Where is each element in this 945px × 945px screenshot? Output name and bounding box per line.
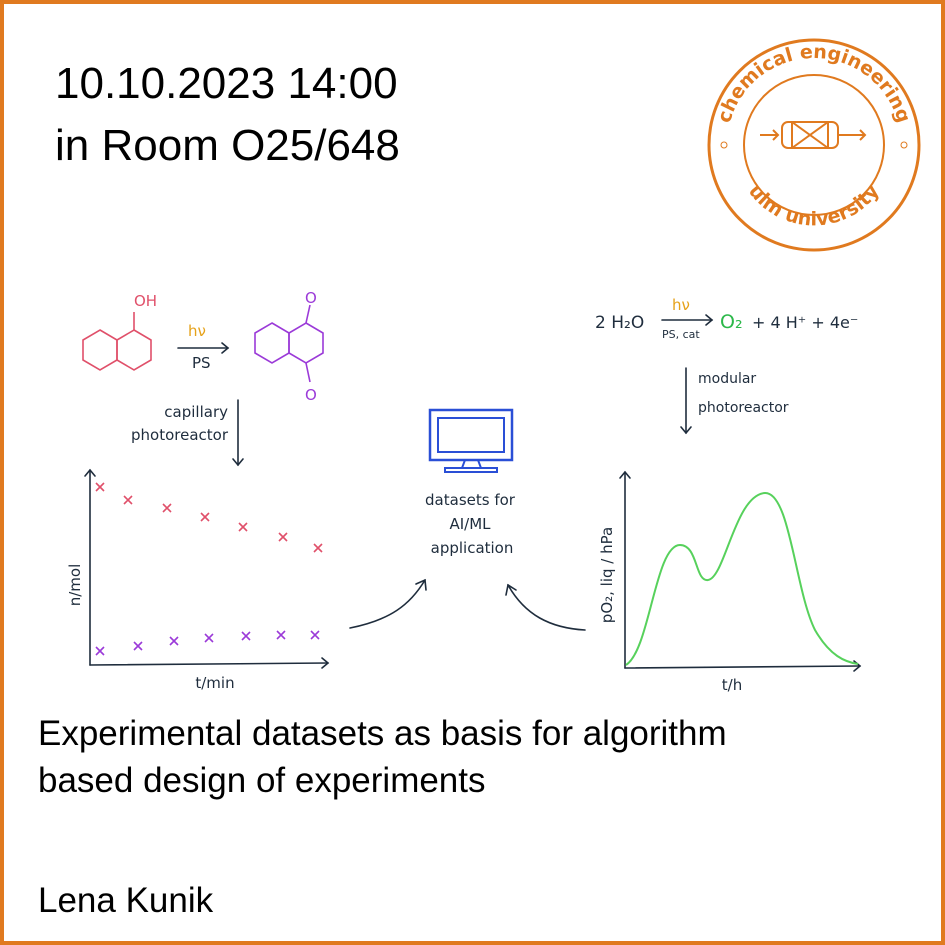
y-label-right: pO₂, liq / hPa: [598, 527, 616, 623]
conditions: PS, cat: [662, 328, 700, 341]
center-2: AI/ML: [449, 515, 491, 533]
right-scheme: 2 H₂O hν PS, cat O₂ + 4 H⁺ + 4e⁻ modular…: [595, 296, 858, 435]
reactant: 2 H₂O: [595, 313, 644, 333]
left-scheme: OH hν PS O O capillary photoreactor: [82, 289, 324, 467]
talk-title-1: Experimental datasets as basis for algor…: [38, 714, 727, 753]
speaker: Lena Kunik: [38, 881, 214, 920]
ps: PS: [192, 354, 211, 372]
byproducts: + 4 H⁺ + 4e⁻: [752, 313, 858, 332]
curve: [625, 491, 859, 666]
reactor-1: capillary: [164, 403, 228, 421]
reactor-r1: modular: [698, 371, 756, 387]
center-1: datasets for: [425, 491, 516, 509]
oh: OH: [134, 292, 157, 310]
x-label-right: t/h: [722, 676, 742, 694]
reactor-r2: photoreactor: [698, 400, 789, 416]
o-bottom: O: [305, 386, 317, 404]
date: 10.10.2023 14:00: [55, 59, 398, 108]
talk-title-2: based design of experiments: [38, 761, 486, 800]
x-label: t/min: [195, 674, 234, 692]
right-plot: pO₂, liq / hPa t/h: [598, 470, 862, 694]
center-3: application: [431, 539, 514, 557]
center: datasets for AI/ML application: [349, 408, 586, 631]
o-top: O: [305, 289, 317, 307]
reactor-2: photoreactor: [131, 426, 229, 444]
y-label: n/mol: [66, 564, 84, 607]
hv: hν: [188, 322, 206, 340]
hv-right: hν: [672, 296, 690, 314]
room: in Room O25/648: [55, 121, 400, 170]
product: O₂: [720, 311, 743, 333]
left-plot: n/mol t/min: [66, 468, 330, 692]
